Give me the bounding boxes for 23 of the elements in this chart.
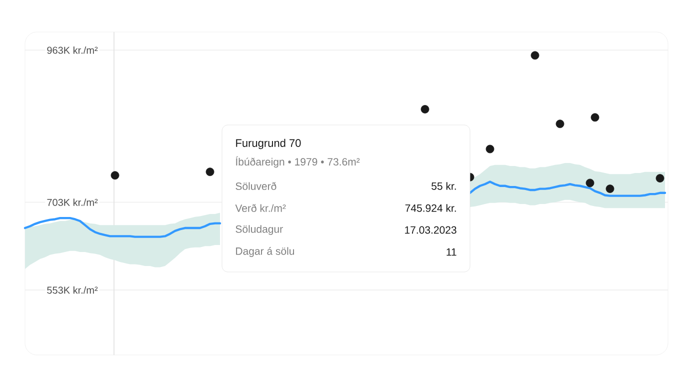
point	[590, 113, 600, 122]
annotation: Söludagur	[236, 225, 283, 235]
annotation: Íbúðareign • 1979 • 73.6m²	[236, 156, 360, 168]
point	[530, 51, 540, 60]
point	[656, 174, 664, 182]
point	[606, 184, 614, 194]
point	[486, 144, 494, 154]
annotation: 17.03.2023	[405, 226, 456, 234]
annotation: Söluverð	[236, 182, 276, 190]
point	[420, 105, 430, 114]
y-tick-label: 703K kr./m²	[47, 198, 98, 206]
annotation: 11	[446, 248, 456, 256]
annotation: 745.924 kr.	[405, 204, 456, 212]
y-tick-label: 553K kr./m²	[47, 286, 98, 294]
y-tick-label: 963K kr./m²	[47, 46, 98, 54]
annotation: Furugrund 70	[236, 138, 301, 150]
annotation: 55 kr.	[432, 182, 456, 190]
point	[586, 178, 594, 188]
point	[556, 120, 564, 128]
point	[110, 171, 120, 180]
annotation: Verð kr./m²	[235, 204, 286, 212]
point	[206, 168, 214, 176]
annotation: Dagar á sölu	[236, 247, 294, 257]
